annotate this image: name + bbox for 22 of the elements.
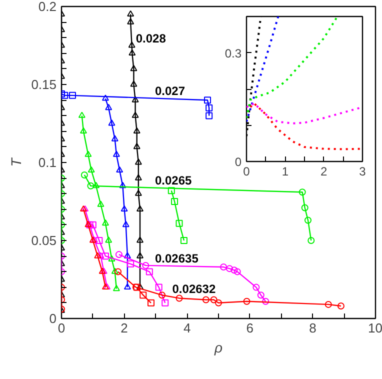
y-tick-label: 0.15 — [31, 77, 57, 92]
y-tick-label: 0.1 — [38, 155, 57, 170]
x-tick-label: 4 — [183, 320, 191, 336]
x-tick-label: 0 — [243, 164, 250, 178]
y-tick-label: 0.05 — [31, 233, 57, 248]
y-axis-title: T — [8, 156, 24, 167]
x-tick-label: 1 — [282, 164, 289, 178]
annotation: 0.027 — [154, 84, 186, 98]
x-tick-label: 2 — [320, 164, 328, 178]
x-tick-label: 6 — [246, 320, 254, 336]
x-tick-label: 2 — [120, 320, 128, 336]
y-tick-label: 0.2 — [38, 0, 57, 14]
y-tick-label: 0 — [49, 311, 57, 326]
annotation: 0.02635 — [154, 252, 199, 266]
x-axis-title: ρ — [213, 340, 223, 356]
x-tick-label: 3 — [359, 164, 366, 178]
y-tick-label: 0.3 — [224, 46, 242, 60]
annotation: 0.0265 — [154, 174, 192, 188]
annotation: 0.02632 — [172, 282, 216, 296]
x-tick-label: 10 — [368, 320, 382, 336]
x-tick-label: 8 — [309, 320, 316, 336]
annotation: 0.028 — [136, 32, 166, 46]
